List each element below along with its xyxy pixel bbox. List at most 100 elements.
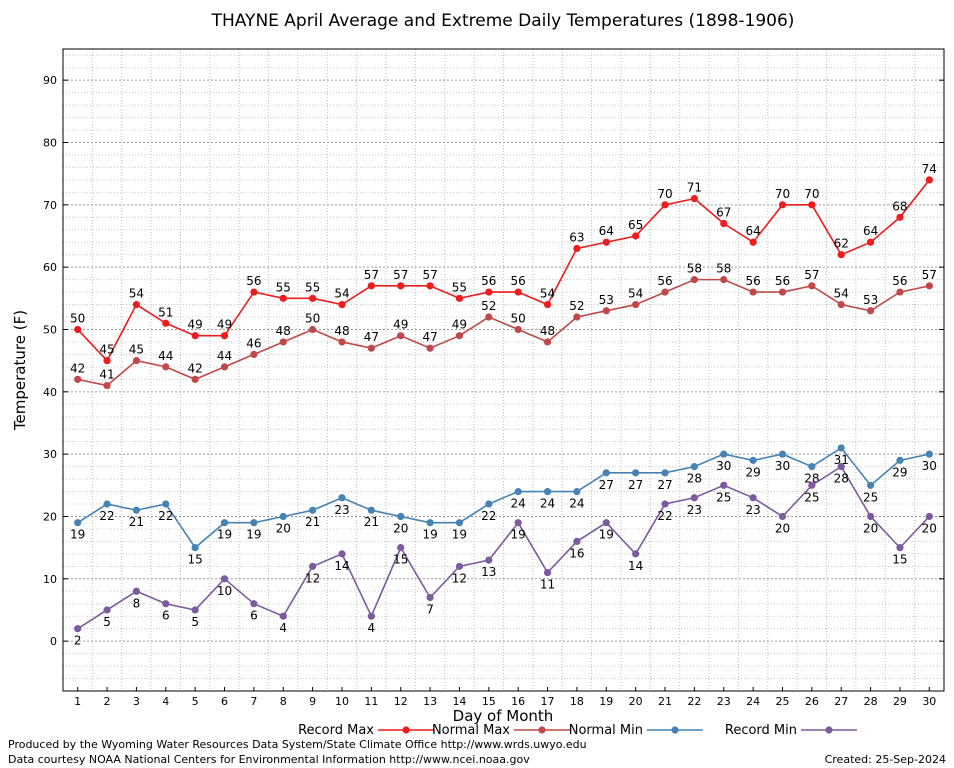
data-label: 28 xyxy=(687,472,702,486)
data-point xyxy=(74,625,82,633)
data-label: 44 xyxy=(158,349,173,363)
x-tick-label: 29 xyxy=(893,695,907,708)
data-point xyxy=(778,201,787,209)
data-label: 23 xyxy=(745,503,760,517)
data-point xyxy=(837,300,845,309)
data-label: 25 xyxy=(804,490,819,504)
data-point xyxy=(279,294,287,302)
data-point xyxy=(162,319,170,327)
data-point xyxy=(632,550,640,558)
data-label: 22 xyxy=(657,509,672,523)
data-point xyxy=(485,556,493,564)
data-label: 48 xyxy=(540,324,555,338)
series-line xyxy=(77,179,930,363)
data-point xyxy=(925,176,933,184)
data-point xyxy=(690,494,698,502)
data-point xyxy=(896,288,904,296)
x-tick-label: 4 xyxy=(162,695,169,708)
data-point xyxy=(191,544,199,552)
data-point xyxy=(573,313,581,321)
data-point xyxy=(250,288,258,296)
data-label: 15 xyxy=(188,553,203,567)
data-label: 45 xyxy=(129,343,144,357)
data-label: 70 xyxy=(804,187,819,201)
data-point xyxy=(309,294,317,302)
legend-swatch-marker xyxy=(671,726,679,734)
plot-frame xyxy=(62,48,945,692)
data-label: 24 xyxy=(540,497,555,511)
data-point xyxy=(632,232,640,240)
x-tick-label: 26 xyxy=(805,695,819,708)
data-label: 57 xyxy=(364,268,379,282)
legend-label: Normal Min xyxy=(569,723,643,738)
data-point xyxy=(778,450,787,458)
data-point xyxy=(778,512,787,521)
data-point xyxy=(808,201,816,209)
data-point xyxy=(661,288,669,296)
data-point xyxy=(485,500,493,508)
data-label: 5 xyxy=(191,615,199,629)
series-line xyxy=(77,446,930,549)
x-tick-label: 21 xyxy=(658,695,672,708)
series-line xyxy=(77,278,930,387)
data-label: 4 xyxy=(368,621,376,635)
data-point xyxy=(661,201,669,209)
y-tick-label: 30 xyxy=(43,448,57,461)
data-point xyxy=(191,375,199,383)
data-label: 15 xyxy=(892,553,907,567)
data-label: 8 xyxy=(133,596,141,610)
data-label: 68 xyxy=(892,199,907,213)
data-point xyxy=(543,338,552,346)
data-point xyxy=(749,288,757,296)
data-label: 20 xyxy=(276,521,291,535)
data-label: 44 xyxy=(217,349,232,363)
data-point xyxy=(455,519,464,527)
data-point xyxy=(925,282,933,290)
data-label: 20 xyxy=(922,521,937,535)
data-point xyxy=(808,481,816,489)
data-point xyxy=(191,606,199,614)
data-point xyxy=(632,300,640,309)
data-point xyxy=(661,500,669,508)
data-label: 48 xyxy=(334,324,349,338)
data-label: 21 xyxy=(305,515,320,529)
data-label: 56 xyxy=(657,274,672,288)
y-axis-label: Temperature (F) xyxy=(11,310,29,431)
x-tick-label: 18 xyxy=(570,695,584,708)
series-record-max: 50 45 54 51 49 49 56 55 55 54 57 57 57 55 56 56 54 63 64 65… xyxy=(70,162,937,365)
data-label: 24 xyxy=(511,497,526,511)
x-tick-label: 28 xyxy=(864,695,878,708)
data-label: 74 xyxy=(922,162,937,176)
data-label: 14 xyxy=(628,559,643,573)
data-label: 20 xyxy=(863,521,878,535)
data-label: 25 xyxy=(716,490,731,504)
data-point xyxy=(426,593,434,602)
data-label: 54 xyxy=(129,287,144,301)
data-point xyxy=(103,606,111,614)
series-line xyxy=(77,465,930,630)
y-tick-label: 90 xyxy=(43,74,57,87)
data-label: 56 xyxy=(246,274,261,288)
data-point xyxy=(455,562,464,570)
y-tick-label: 60 xyxy=(43,261,57,274)
x-tick-label: 25 xyxy=(775,695,789,708)
data-label: 22 xyxy=(481,509,496,523)
data-point xyxy=(103,500,111,508)
data-point xyxy=(426,519,434,527)
data-label: 62 xyxy=(834,237,849,251)
data-point xyxy=(455,332,464,340)
data-point xyxy=(397,332,405,340)
x-tick-label: 3 xyxy=(133,695,140,708)
data-point xyxy=(778,288,787,296)
data-label: 57 xyxy=(422,268,437,282)
data-point xyxy=(485,288,493,296)
data-point xyxy=(162,500,170,508)
data-point xyxy=(103,357,111,365)
data-point xyxy=(132,357,141,365)
data-label: 31 xyxy=(834,453,849,467)
data-label: 22 xyxy=(99,509,114,523)
x-tick-label: 30 xyxy=(922,695,936,708)
data-point xyxy=(690,276,698,284)
